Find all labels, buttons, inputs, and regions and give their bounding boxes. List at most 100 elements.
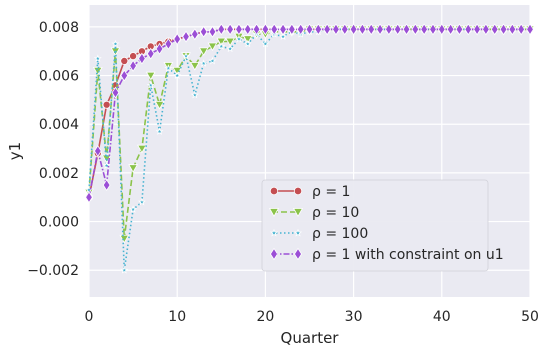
x-tick-label: 50: [521, 309, 539, 325]
data-point: [234, 34, 243, 43]
data-point: [242, 35, 253, 44]
data-point: [145, 71, 156, 81]
y-axis-label: y1: [6, 142, 24, 160]
data-point: [455, 23, 464, 36]
legend-item: ρ = 1: [269, 184, 350, 200]
data-point: [508, 23, 517, 36]
data-point: [146, 47, 155, 60]
legend: ρ = 1 ρ = 10 ρ = 100 ρ = 1 with constraint …: [261, 179, 504, 272]
data-point: [207, 42, 218, 52]
legend-item: ρ = 10: [268, 205, 359, 221]
data-point: [182, 30, 190, 43]
legend-marker: [270, 247, 278, 261]
y-tick-label: 0.008: [39, 20, 79, 36]
data-point: [93, 145, 102, 157]
data-point: [349, 23, 358, 36]
data-point: [173, 33, 182, 46]
legend-marker: [294, 247, 302, 261]
data-point: [473, 23, 481, 36]
data-point: [420, 23, 428, 36]
data-point: [279, 23, 287, 36]
data-point: [340, 23, 349, 36]
data-point: [102, 161, 111, 169]
data-point: [323, 23, 331, 36]
data-point: [305, 23, 314, 36]
data-point: [173, 71, 182, 79]
data-point: [243, 39, 252, 48]
data-point: [129, 52, 138, 61]
data-point: [225, 37, 236, 47]
data-point: [199, 59, 208, 67]
data-point: [216, 37, 227, 47]
data-point: [129, 59, 137, 72]
data-point: [499, 23, 508, 36]
data-point: [446, 23, 455, 36]
data-point: [411, 23, 420, 36]
data-point: [138, 52, 146, 65]
data-point: [154, 101, 165, 110]
data-point: [198, 47, 209, 57]
data-point: [261, 23, 270, 36]
data-point: [120, 69, 129, 82]
data-point: [279, 32, 288, 41]
data-point: [367, 23, 376, 36]
data-point: [182, 51, 190, 60]
data-point: [490, 23, 499, 36]
data-point: [261, 39, 270, 48]
data-point: [164, 64, 173, 72]
legend-label: ρ = 1: [312, 184, 350, 200]
data-point: [288, 23, 296, 36]
x-axis-label: Quarter: [281, 329, 340, 347]
y-tick-label: 0.002: [39, 166, 79, 182]
data-point: [437, 23, 446, 36]
data-point: [482, 23, 490, 36]
x-tick-label: 30: [345, 309, 363, 325]
data-point: [252, 23, 261, 36]
data-point: [429, 23, 437, 36]
data-point: [85, 191, 93, 204]
data-point: [393, 23, 402, 36]
data-point: [190, 90, 199, 99]
data-point: [314, 23, 323, 36]
legend-item: ρ = 100: [269, 226, 368, 242]
legend-item: ρ = 1 with constraint on u1: [270, 247, 504, 263]
x-tick-label: 40: [433, 309, 451, 325]
data-point: [243, 23, 252, 36]
tick-labels: 0 10 20 30 40 50 −0.002 0.000 0.002 0.004 0.006 0.0…: [27, 20, 539, 325]
data-point: [208, 25, 217, 38]
data-point: [226, 44, 235, 53]
data-point: [111, 86, 120, 99]
data-point: [517, 23, 526, 36]
data-point: [120, 266, 129, 274]
data-point: [102, 100, 111, 109]
legend-label: ρ = 1 with constraint on u1: [312, 247, 504, 263]
x-tick-label: 20: [256, 309, 274, 325]
data-point: [270, 23, 279, 36]
grid: [88, 5, 531, 297]
legend-label: ρ = 100: [312, 226, 368, 242]
data-point: [464, 23, 473, 36]
data-point: [111, 39, 120, 48]
data-point: [402, 23, 411, 36]
data-point: [208, 56, 217, 65]
y-tick-label: 0.000: [39, 215, 79, 231]
data-point: [199, 25, 208, 38]
data-point: [120, 56, 129, 65]
data-point: [137, 144, 147, 154]
legend-marker: [268, 208, 280, 217]
data-point: [376, 23, 384, 36]
data-point: [146, 81, 155, 89]
data-point: [128, 164, 138, 173]
data-point: [189, 62, 200, 71]
data-point: [137, 197, 146, 206]
data-point: [191, 28, 199, 41]
y-tick-label: −0.002: [27, 263, 79, 279]
data-point: [155, 42, 164, 55]
data-point: [119, 234, 130, 244]
data-point: [385, 23, 393, 36]
x-tick-label: 10: [168, 309, 186, 325]
data-point: [217, 23, 226, 36]
data-point: [332, 23, 340, 36]
data-point: [217, 42, 226, 50]
